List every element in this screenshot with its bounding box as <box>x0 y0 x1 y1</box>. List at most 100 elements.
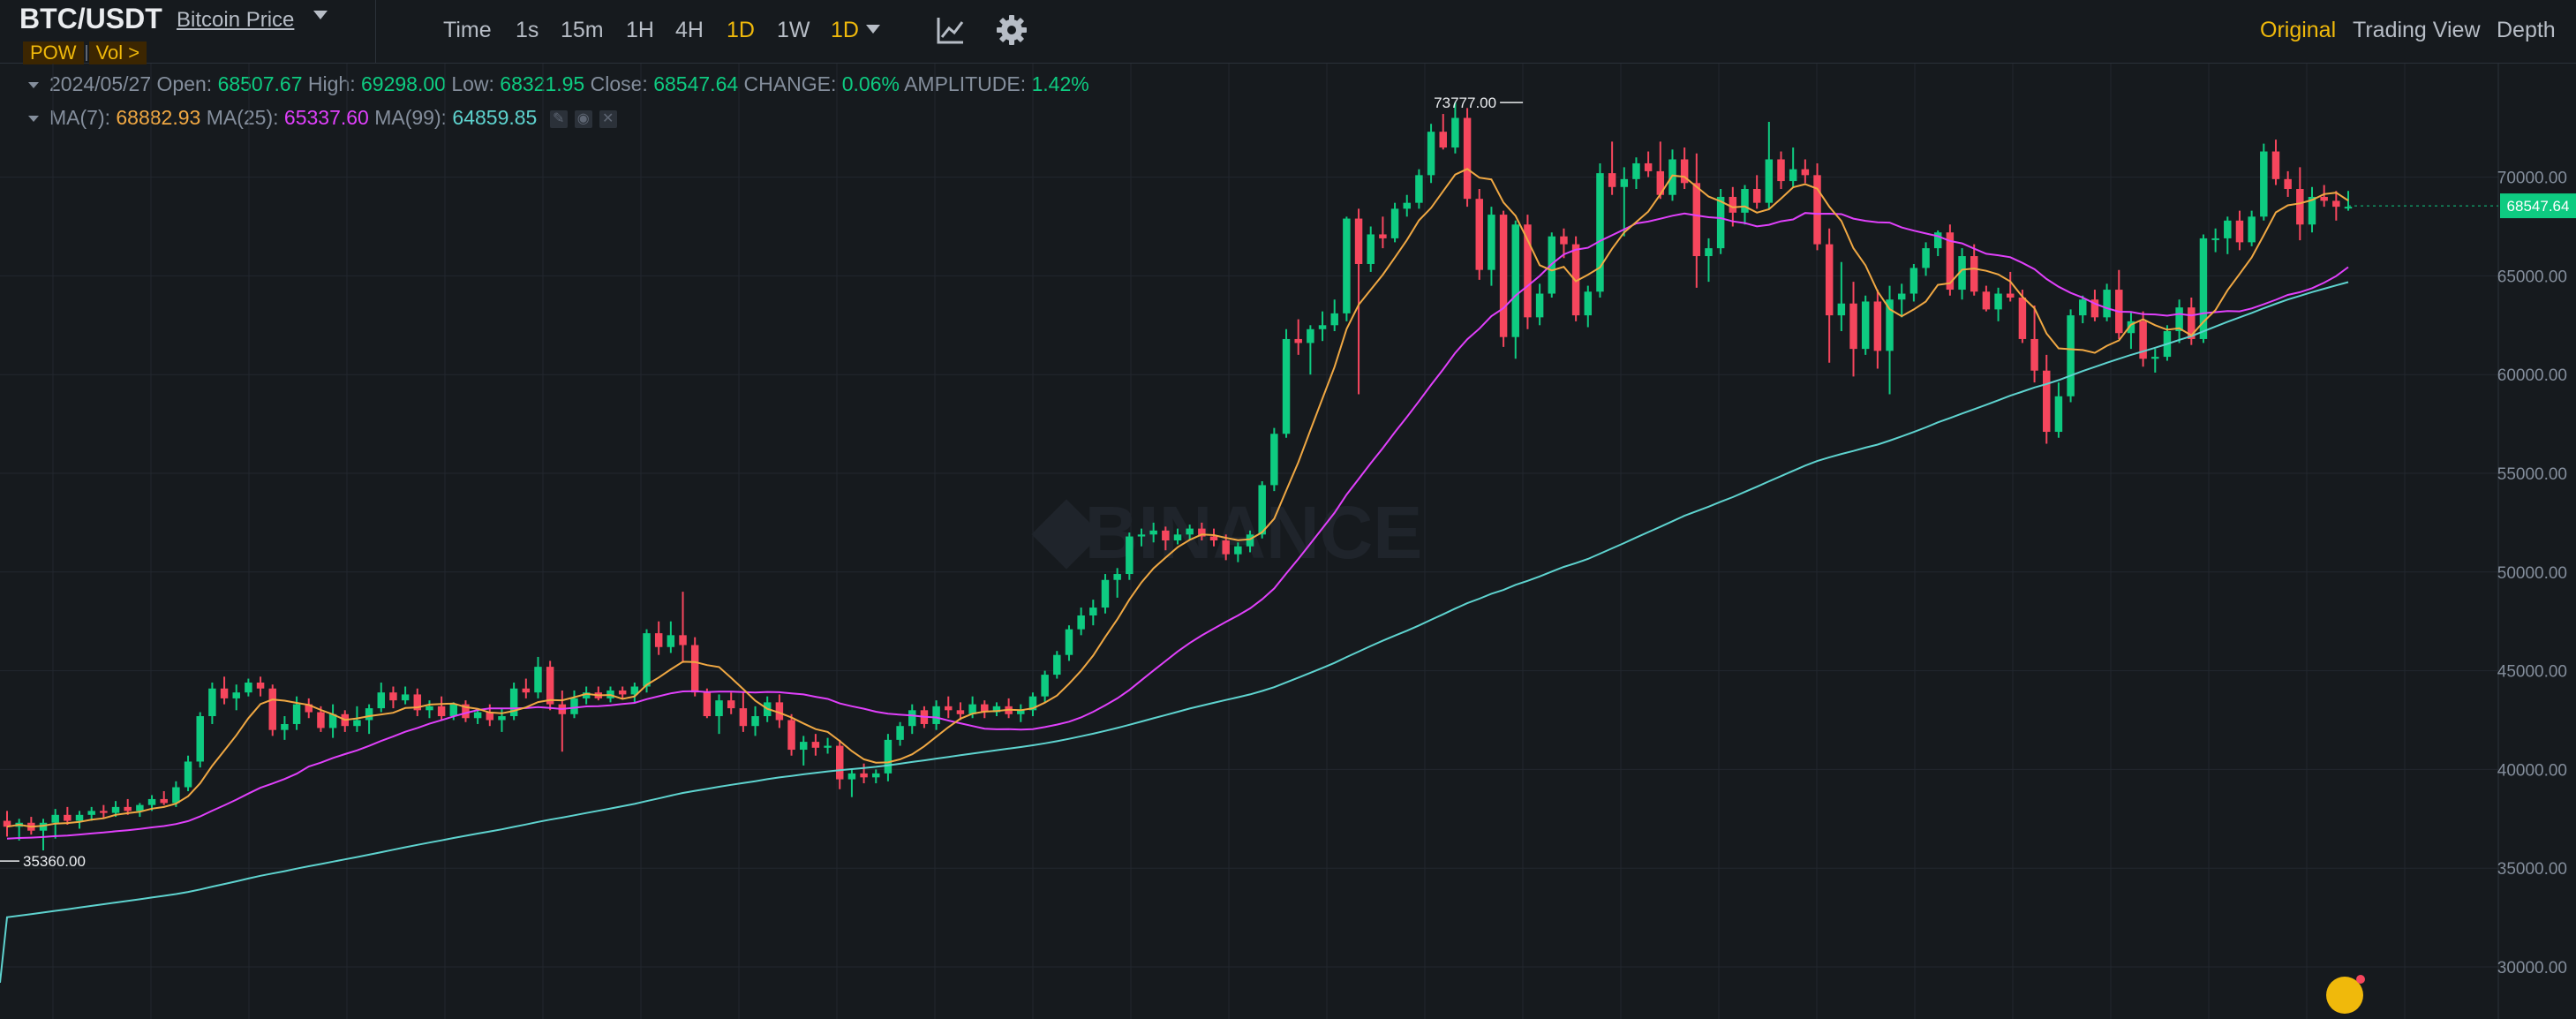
candle-body <box>1113 574 1121 580</box>
candle-body <box>1741 189 1749 213</box>
candle-body <box>1137 534 1146 537</box>
candle-body <box>147 798 156 805</box>
candle-body <box>208 688 216 717</box>
candle-body <box>184 761 192 788</box>
candle-body <box>1680 159 1689 184</box>
low-value: 68321.95 <box>500 72 585 95</box>
candle-body <box>1017 710 1025 714</box>
candle-body <box>268 688 276 730</box>
candle-body <box>2188 307 2196 339</box>
candle-body <box>256 683 265 689</box>
candle-body <box>1488 215 1495 270</box>
tf-1h[interactable]: 1H <box>626 18 654 42</box>
candle-body <box>690 645 699 693</box>
candle-body <box>667 635 675 647</box>
bitcoin-price-link[interactable]: Bitcoin Price <box>177 8 295 32</box>
tf-1w[interactable]: 1W <box>777 18 810 42</box>
last-price-tag <box>2500 193 2576 219</box>
candle-body <box>2030 338 2038 371</box>
candle-body <box>1270 434 1278 486</box>
ma25-line <box>6 212 2349 840</box>
tf-4h[interactable]: 4H <box>675 18 704 42</box>
candle-body <box>196 716 204 762</box>
y-tick-label: 35000.00 <box>2497 860 2567 879</box>
candle-body <box>2224 220 2232 238</box>
candle-body <box>1427 132 1435 176</box>
tf-15m[interactable]: 15m <box>561 18 604 42</box>
candle-body <box>365 708 373 721</box>
view-depth[interactable]: Depth <box>2497 18 2556 42</box>
candle-body <box>100 811 108 813</box>
candle-body <box>799 742 808 751</box>
candle-body <box>956 710 965 714</box>
y-tick-label: 65000.00 <box>2497 268 2567 286</box>
candle-body <box>87 811 95 815</box>
candle-body <box>1729 196 1737 213</box>
candle-body <box>1873 301 1882 351</box>
tf-1d[interactable]: 1D <box>727 18 755 42</box>
ma-legend: MA(7): 68882.93 MA(25): 65337.60 MA(99):… <box>28 106 617 130</box>
candle-body <box>2151 357 2159 359</box>
candle-body <box>1403 202 1411 209</box>
candle-body <box>232 692 240 698</box>
tf-time[interactable]: Time <box>443 18 492 42</box>
candle-body <box>1294 338 1302 343</box>
candle-body <box>981 704 989 713</box>
candle-body <box>136 804 144 811</box>
close-icon[interactable]: ✕ <box>599 109 617 128</box>
candle-body <box>1390 208 1399 238</box>
candle-body <box>1198 528 1206 537</box>
candlestick-chart[interactable]: BINANCE 70000.00 65000.00 60000.00 55000.00 5… <box>0 64 2576 1019</box>
candle-body <box>1705 248 1713 257</box>
candle-body <box>353 720 361 727</box>
candle-body <box>643 633 651 687</box>
candle-body <box>2344 207 2353 209</box>
collapse-caret-icon[interactable] <box>28 82 39 89</box>
candle-body <box>1089 608 1097 615</box>
candle-body <box>1053 654 1061 676</box>
tf-dropdown[interactable]: 1D <box>831 18 859 42</box>
chart-indicator-icon[interactable] <box>933 12 968 48</box>
chevron-down-icon[interactable] <box>313 11 328 19</box>
candle-body <box>1897 293 1906 300</box>
candle-body <box>2090 299 2099 318</box>
candle-body <box>787 720 795 751</box>
candle-body <box>281 723 289 730</box>
vol-badge[interactable]: Vol > <box>88 42 147 64</box>
candle-body <box>1596 173 1604 292</box>
collapse-caret-icon[interactable] <box>28 116 39 123</box>
candle-body <box>1209 536 1218 541</box>
ma7-line <box>6 168 2349 828</box>
high-value: 69298.00 <box>360 72 446 95</box>
edit-icon[interactable]: ✎ <box>549 109 568 128</box>
candle-body <box>1451 117 1459 148</box>
candle-body <box>835 745 844 780</box>
visibility-icon[interactable]: ◉ <box>574 109 592 128</box>
candle-body <box>389 692 397 701</box>
candle-body <box>2284 178 2292 190</box>
candle-body <box>715 700 723 717</box>
candle-body <box>1499 215 1508 337</box>
candle-body <box>1849 303 1857 350</box>
view-original[interactable]: Original <box>2260 18 2337 42</box>
candle-body <box>1173 534 1182 541</box>
candle-body <box>1475 199 1483 270</box>
notification-icon[interactable] <box>2326 975 2365 1014</box>
tf-dropdown-chevron-icon[interactable] <box>866 25 880 34</box>
candle-body <box>401 694 410 701</box>
candle-body <box>968 704 976 714</box>
view-trading-view[interactable]: Trading View <box>2353 18 2481 42</box>
y-tick-label: 30000.00 <box>2497 959 2567 977</box>
settings-gear-icon[interactable] <box>994 12 1029 48</box>
candle-body <box>2006 293 2015 298</box>
candle-body <box>486 712 494 721</box>
candle-body <box>111 806 120 813</box>
tf-1s[interactable]: 1s <box>516 18 539 42</box>
candle-body <box>522 688 531 693</box>
candle-body <box>1126 536 1134 575</box>
candle-body <box>2248 216 2256 243</box>
close-value: 68547.64 <box>653 72 739 95</box>
pow-badge[interactable]: POW <box>23 42 84 64</box>
candle-body <box>884 739 893 774</box>
candle-body <box>2079 299 2087 316</box>
